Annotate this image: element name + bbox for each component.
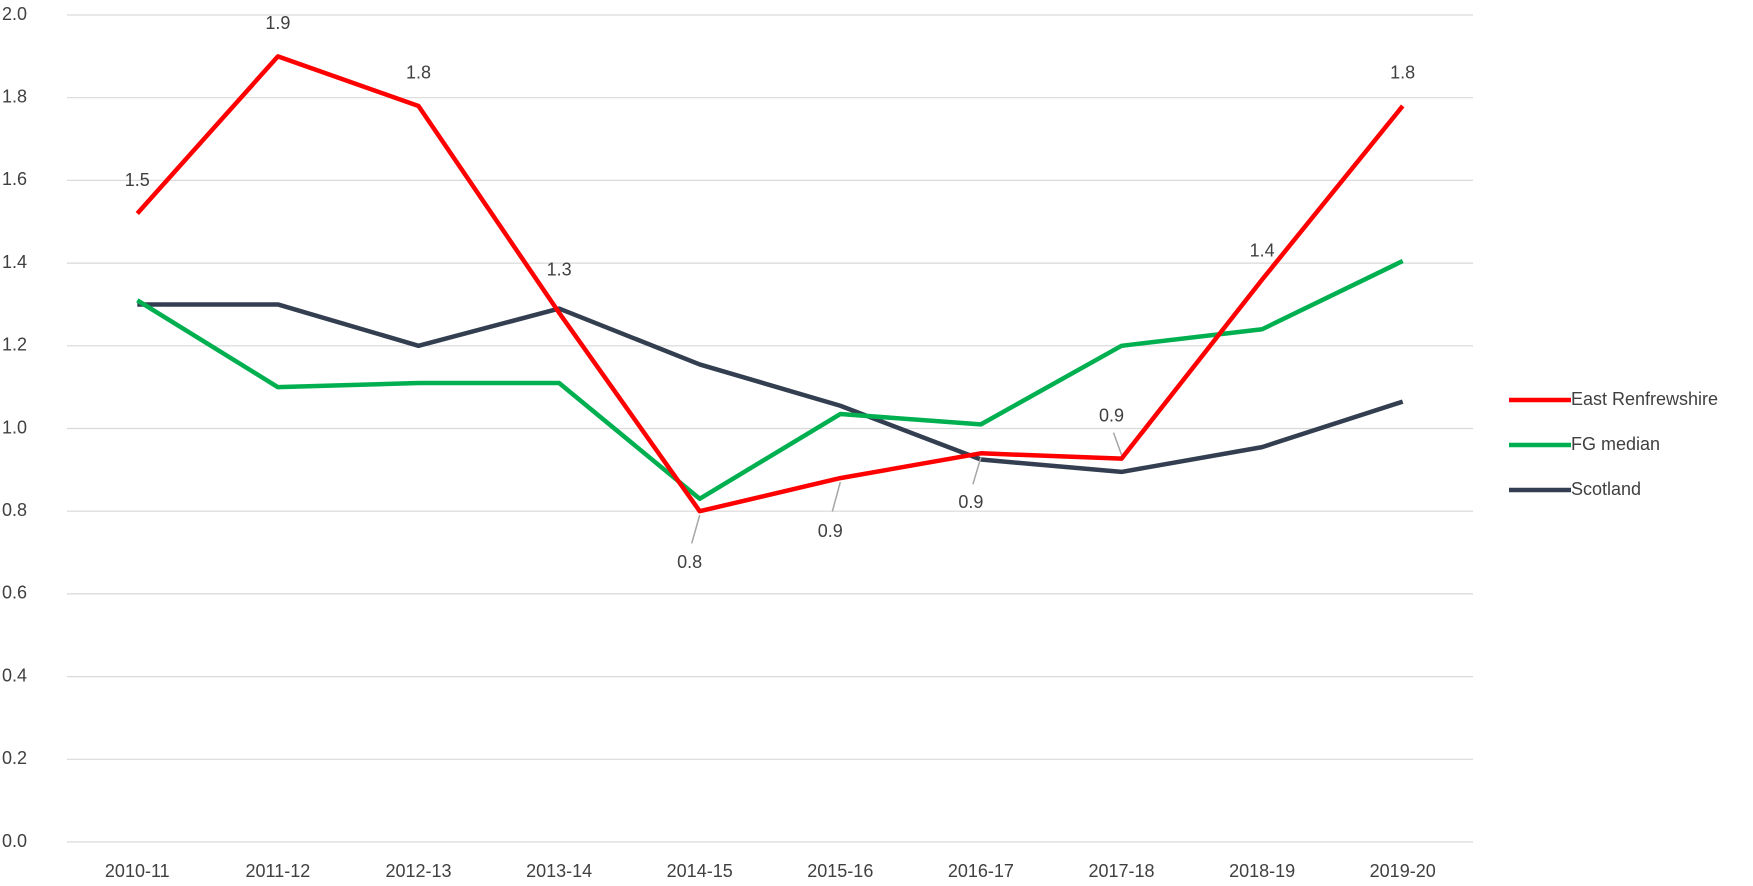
y-tick-label: 1.2 <box>2 335 27 355</box>
x-tick-label: 2012-13 <box>385 861 451 881</box>
x-tick-label: 2015-16 <box>807 861 873 881</box>
data-label: 1.3 <box>547 259 572 279</box>
y-tick-label: 0.2 <box>2 748 27 768</box>
legend-label: Scotland <box>1571 479 1641 499</box>
y-tick-label: 0.8 <box>2 500 27 520</box>
x-tick-label: 2019-20 <box>1370 861 1436 881</box>
y-tick-label: 0.4 <box>2 665 27 685</box>
data-label: 0.8 <box>677 552 702 572</box>
x-tick-label: 2013-14 <box>526 861 592 881</box>
data-label: 1.8 <box>406 63 431 83</box>
x-tick-label: 2018-19 <box>1229 861 1295 881</box>
data-label: 1.8 <box>1390 63 1415 83</box>
x-tick-label: 2014-15 <box>667 861 733 881</box>
y-tick-label: 0.6 <box>2 583 27 603</box>
y-tick-label: 1.4 <box>2 252 27 272</box>
leader-line <box>972 457 982 485</box>
data-label: 0.9 <box>818 521 843 541</box>
series-line <box>137 302 1404 475</box>
data-label: 1.4 <box>1250 240 1275 260</box>
legend-label: East Renfrewshire <box>1571 389 1718 409</box>
leader-line <box>690 514 701 544</box>
y-tick-label: 1.0 <box>2 417 27 437</box>
series-line <box>136 259 1404 502</box>
series-line <box>135 54 1405 514</box>
data-label: 0.9 <box>1099 405 1124 425</box>
data-label: 1.9 <box>265 13 290 33</box>
x-tick-label: 2011-12 <box>246 861 311 881</box>
x-tick-label: 2016-17 <box>948 861 1014 881</box>
y-tick-label: 1.6 <box>2 169 27 189</box>
leader-line <box>1112 432 1123 455</box>
x-tick-label: 2017-18 <box>1088 861 1154 881</box>
legend-label: FG median <box>1571 434 1660 454</box>
data-label: 1.5 <box>125 170 150 190</box>
y-tick-label: 1.8 <box>2 86 27 106</box>
data-label: 0.9 <box>958 492 983 512</box>
y-tick-label: 0.0 <box>2 831 27 851</box>
leader-line <box>831 481 842 512</box>
x-tick-label: 2010-11 <box>105 861 170 881</box>
y-tick-label: 2.0 <box>2 4 27 24</box>
